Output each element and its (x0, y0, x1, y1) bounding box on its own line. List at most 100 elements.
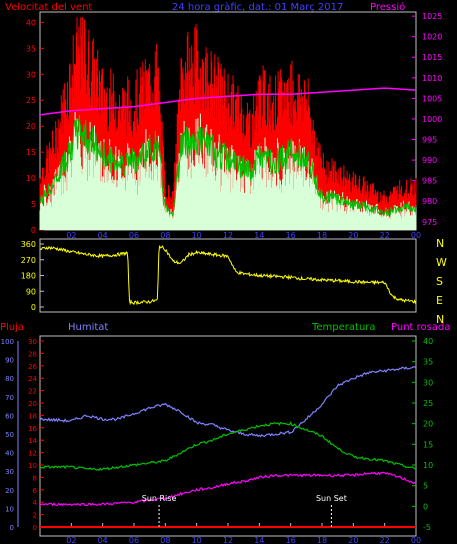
temp-xtick-label: 22 (380, 536, 390, 544)
wind-xtick-label: 10 (192, 231, 202, 240)
direction-ytick-label: 90 (26, 287, 36, 296)
humidity-ytick-label: 40 (5, 450, 14, 458)
rain-ytick-label: 0 (33, 524, 37, 532)
temp-ytick-label: 30 (423, 378, 433, 387)
wind-xtick-label: 08 (160, 231, 170, 240)
direction-panel-frame (39, 238, 417, 313)
wind-ytick-label: 25 (26, 96, 36, 105)
wind-speed-label: Velocitat del vent (5, 2, 92, 13)
temp-xtick-label: 00 (411, 536, 421, 544)
temp-xtick-label: 18 (317, 536, 327, 544)
wind-ytick-label: 15 (26, 148, 36, 157)
wind-xtick-label: 04 (98, 231, 108, 240)
direction-ytick-label: 270 (21, 256, 36, 265)
rain-ytick-label: 10 (28, 462, 37, 470)
wind-ytick-label: 5 (31, 200, 36, 209)
rain-ytick-label: 14 (28, 437, 37, 445)
wind-xtick-label: 16 (286, 231, 296, 240)
temp-xtick-label: 02 (66, 536, 76, 544)
pressure-ytick-label: 1010 (422, 74, 442, 83)
humidity-series (39, 365, 417, 438)
temp-ytick-label: 15 (423, 440, 433, 449)
wind-xtick-label: 12 (223, 231, 233, 240)
wind-min-series (39, 112, 417, 230)
pressure-ytick-label: 1025 (422, 12, 442, 21)
rain-ytick-label: 20 (28, 400, 37, 408)
wind-avg-series (39, 115, 417, 218)
temp-xtick-label: 10 (192, 536, 202, 544)
pressure-ytick-label: 1000 (422, 115, 442, 124)
temp-ytick-label: 35 (423, 358, 433, 367)
temp-xtick-label: 04 (98, 536, 108, 544)
wind-xtick-label: 00 (411, 231, 421, 240)
humidity-ytick-label: 80 (5, 375, 14, 383)
compass-label: N (436, 313, 444, 326)
direction-ytick-label: 180 (21, 272, 36, 281)
wind-chart: 0510152025303540975980985990995100010051… (26, 12, 443, 240)
wind-xtick-label: 22 (380, 231, 390, 240)
wind-ytick-label: 40 (26, 18, 36, 27)
wind-ytick-label: 20 (26, 122, 36, 131)
sunset-label: Sun Set (316, 494, 347, 503)
wind-ytick-label: 10 (26, 174, 36, 183)
rain-ytick-label: 4 (33, 499, 38, 507)
humidity-ytick-label: 20 (5, 487, 14, 495)
pressure-ytick-label: 1020 (422, 33, 442, 42)
rain-ytick-label: 8 (33, 474, 37, 482)
temp-ytick-label: 0 (423, 502, 428, 511)
compass-label: N (436, 237, 444, 250)
rain-ytick-label: 12 (28, 450, 37, 458)
rain-ytick-label: 18 (28, 412, 37, 420)
direction-ytick-label: 360 (21, 240, 36, 249)
rain-label: Pluja (0, 322, 24, 333)
temp-xtick-label: 06 (129, 536, 139, 544)
pressure-label: Pressió (370, 1, 405, 13)
rain-ytick-label: 16 (28, 425, 37, 433)
pressure-ytick-label: 980 (422, 197, 437, 206)
temp-xtick-label: 08 (160, 536, 170, 544)
pressure-series (39, 87, 417, 116)
rain-ytick-label: 2 (33, 512, 37, 520)
temp-xtick-label: 12 (223, 536, 233, 544)
compass-label: E (436, 294, 443, 307)
sunrise-label: Sun Rise (142, 494, 177, 503)
wind-xtick-label: 02 (66, 231, 76, 240)
dew-point-label: Punt rosada (391, 322, 450, 333)
wind-xtick-label: 20 (348, 231, 358, 240)
rain-ytick-label: 26 (28, 363, 37, 371)
pressure-ytick-label: 1005 (422, 94, 442, 103)
temp-ytick-label: -5 (423, 523, 431, 532)
rain-ytick-label: 30 (28, 338, 37, 346)
pressure-ytick-label: 975 (422, 218, 437, 227)
dew-point-series (39, 471, 417, 507)
temp-ytick-label: 25 (423, 399, 433, 408)
rain-ytick-label: 24 (28, 375, 37, 383)
rain-ytick-label: 28 (28, 350, 37, 358)
temp-xtick-label: 20 (348, 536, 358, 544)
pressure-ytick-label: 995 (422, 136, 437, 145)
temperature-chart: 0102030405060708090100024681012141618202… (1, 337, 434, 544)
pressure-ytick-label: 985 (422, 177, 437, 186)
temp-ytick-label: 40 (423, 337, 433, 346)
temperature-series (39, 421, 417, 472)
rain-ytick-label: 22 (28, 388, 37, 396)
temp-ytick-label: 5 (423, 482, 428, 491)
compass-label: W (436, 256, 447, 269)
humidity-label: Humitat (68, 322, 108, 333)
direction-ytick-label: 0 (31, 303, 36, 312)
wind-ytick-label: 35 (26, 44, 36, 53)
temp-xtick-label: 16 (286, 536, 296, 544)
rain-ytick-label: 6 (33, 487, 38, 495)
temp-xtick-label: 14 (254, 536, 264, 544)
humidity-ytick-label: 10 (5, 505, 14, 513)
pressure-ytick-label: 990 (422, 156, 437, 165)
temp-ytick-label: 20 (423, 420, 433, 429)
humidity-ytick-label: 100 (1, 338, 14, 346)
humidity-ytick-label: 30 (5, 468, 14, 476)
wind-xtick-label: 06 (129, 231, 139, 240)
humidity-ytick-label: 70 (5, 394, 14, 402)
wind-xtick-label: 14 (254, 231, 264, 240)
compass-label: S (436, 275, 443, 288)
